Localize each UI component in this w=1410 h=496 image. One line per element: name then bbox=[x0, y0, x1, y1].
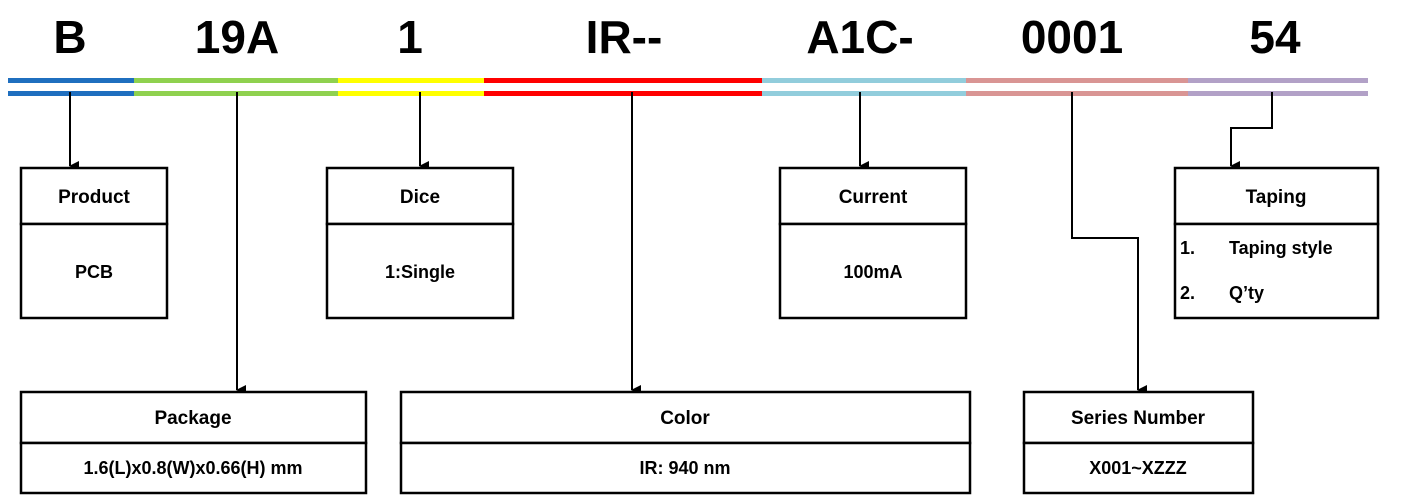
arrow-taping bbox=[1230, 92, 1273, 171]
bar-color-upper bbox=[484, 78, 762, 83]
current-title: Current bbox=[839, 187, 908, 208]
package-title: Package bbox=[154, 408, 231, 429]
current-value: 100mA bbox=[843, 262, 902, 282]
bar-dice-lower bbox=[338, 91, 484, 96]
bar-product-upper bbox=[8, 78, 134, 83]
bar-series-upper bbox=[966, 78, 1188, 83]
dice-box: Dice 1:Single bbox=[325, 166, 515, 320]
bar-color-lower bbox=[484, 91, 762, 96]
taping-item-1-number: 1. bbox=[1180, 238, 1195, 258]
taping-item-2-number: 2. bbox=[1180, 283, 1195, 303]
package-box: Package 1.6(L)x0.8(W)x0.66(H) mm bbox=[19, 390, 368, 495]
bar-taping-lower bbox=[1188, 91, 1368, 96]
bar-taping-upper bbox=[1188, 78, 1368, 83]
color-value: IR: 940 nm bbox=[639, 458, 730, 478]
segment-text-taping: 54 bbox=[1249, 11, 1301, 63]
segment-text-color: IR-- bbox=[586, 11, 663, 63]
bar-dice-upper bbox=[338, 78, 484, 83]
bar-current-lower bbox=[762, 91, 966, 96]
package-value: 1.6(L)x0.8(W)x0.66(H) mm bbox=[83, 458, 302, 478]
segment-text-series: 0001 bbox=[1021, 11, 1123, 63]
bar-current-upper bbox=[762, 78, 966, 83]
series-title: Series Number bbox=[1071, 408, 1206, 429]
segment-color-bars bbox=[8, 78, 1368, 96]
arrow-series bbox=[1071, 92, 1147, 395]
segment-text-dice: 1 bbox=[397, 11, 423, 63]
color-title: Color bbox=[660, 408, 710, 429]
current-box: Current 100mA bbox=[778, 166, 968, 320]
color-box: Color IR: 940 nm bbox=[399, 390, 972, 495]
product-value: PCB bbox=[75, 262, 113, 282]
taping-item-2-text: Q’ty bbox=[1229, 283, 1264, 303]
taping-item-1-text: Taping style bbox=[1229, 238, 1333, 258]
taping-box: Taping 1. Taping style 2. Q’ty bbox=[1173, 166, 1380, 320]
bar-series-lower bbox=[966, 91, 1188, 96]
segment-text-product: B bbox=[53, 11, 86, 63]
segment-text-package: 19A bbox=[195, 11, 279, 63]
bar-package-upper bbox=[134, 78, 338, 83]
series-value: X001~XZZZ bbox=[1089, 458, 1187, 478]
series-number-box: Series Number X001~XZZZ bbox=[1022, 390, 1255, 495]
dice-title: Dice bbox=[400, 187, 440, 208]
product-title: Product bbox=[58, 187, 130, 208]
product-box: Product PCB bbox=[19, 166, 169, 320]
segment-text-current: A1C- bbox=[806, 11, 913, 63]
dice-value: 1:Single bbox=[385, 262, 455, 282]
taping-title: Taping bbox=[1246, 187, 1307, 208]
